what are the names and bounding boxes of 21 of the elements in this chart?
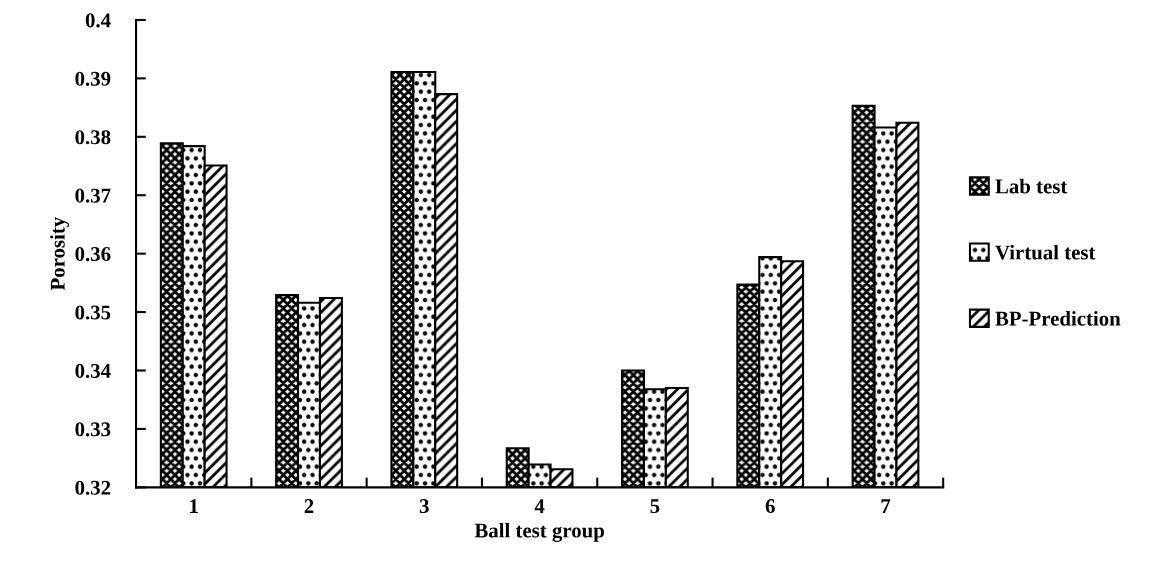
y-tick-label: 0.33 xyxy=(75,422,111,437)
x-tick-label: 1 xyxy=(190,499,198,513)
x-tick-label: 2 xyxy=(304,499,314,513)
x-tick-label: 4 xyxy=(534,499,545,513)
y-tick-label: 0.4 xyxy=(85,13,111,28)
y-tick-label: 0.39 xyxy=(75,71,111,86)
y-tick-label: 0.36 xyxy=(75,247,111,262)
y-axis-title: Porosity xyxy=(50,217,70,291)
x-tick-label: 3 xyxy=(419,499,429,514)
x-tick-label: 7 xyxy=(881,499,891,513)
y-tick-label: 0.34 xyxy=(75,363,111,379)
x-tick-label: 5 xyxy=(650,499,660,514)
x-axis-title: Ball test group xyxy=(474,522,604,542)
y-tick-label: 0.32 xyxy=(75,480,111,495)
legend-label: Lab test xyxy=(995,178,1068,194)
y-tick-label: 0.38 xyxy=(75,130,111,145)
y-tick-label: 0.37 xyxy=(75,188,111,203)
legend-label: BP-Prediction xyxy=(995,311,1121,326)
legend-label: Virtual test xyxy=(995,244,1096,260)
y-tick-label: 0.35 xyxy=(75,305,111,320)
x-tick-label: 6 xyxy=(765,499,775,514)
